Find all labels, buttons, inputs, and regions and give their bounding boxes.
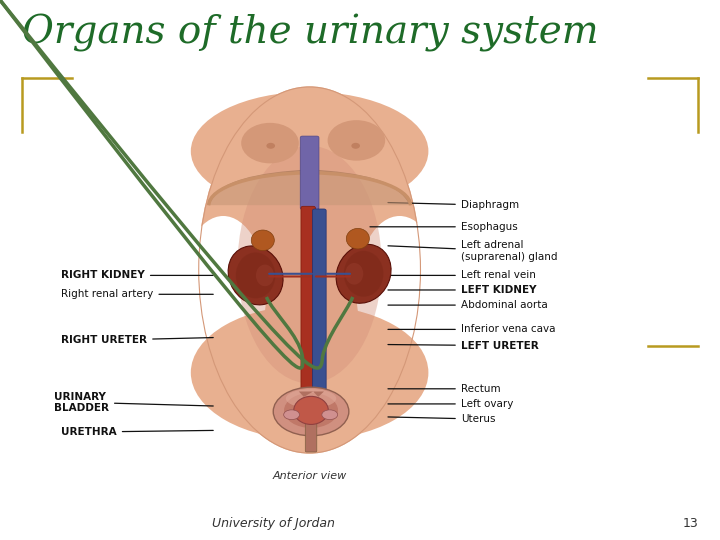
Text: Rectum: Rectum <box>388 384 500 394</box>
Ellipse shape <box>198 86 421 454</box>
Ellipse shape <box>191 92 428 211</box>
Ellipse shape <box>266 143 275 149</box>
Ellipse shape <box>346 228 369 249</box>
Text: Organs of the urinary system: Organs of the urinary system <box>22 14 598 51</box>
Ellipse shape <box>322 410 338 420</box>
Text: URINARY
BLADDER: URINARY BLADDER <box>54 392 213 413</box>
Ellipse shape <box>191 305 428 440</box>
Text: 13: 13 <box>683 517 698 530</box>
FancyBboxPatch shape <box>300 136 319 210</box>
Text: Left ovary: Left ovary <box>388 399 513 409</box>
Ellipse shape <box>256 265 274 286</box>
Ellipse shape <box>294 396 328 424</box>
Text: Right renal artery: Right renal artery <box>61 289 213 299</box>
Text: URETHRA: URETHRA <box>61 427 213 437</box>
Ellipse shape <box>241 123 299 163</box>
Polygon shape <box>313 392 324 397</box>
Ellipse shape <box>346 263 364 285</box>
Ellipse shape <box>284 393 338 428</box>
FancyBboxPatch shape <box>312 209 326 396</box>
PathPatch shape <box>209 170 410 205</box>
Text: Esophagus: Esophagus <box>370 222 518 232</box>
Ellipse shape <box>344 251 384 297</box>
Text: Inferior vena cava: Inferior vena cava <box>388 325 555 334</box>
Ellipse shape <box>180 216 266 367</box>
Ellipse shape <box>238 146 382 383</box>
Ellipse shape <box>300 393 322 422</box>
Ellipse shape <box>274 387 349 436</box>
FancyBboxPatch shape <box>305 413 317 452</box>
FancyBboxPatch shape <box>301 206 315 396</box>
Text: RIGHT URETER: RIGHT URETER <box>61 335 213 345</box>
Ellipse shape <box>284 410 300 420</box>
Ellipse shape <box>236 252 275 298</box>
Ellipse shape <box>356 216 443 367</box>
Ellipse shape <box>336 244 391 303</box>
Polygon shape <box>299 392 313 397</box>
Ellipse shape <box>251 230 274 251</box>
Ellipse shape <box>228 246 283 305</box>
Text: Left adrenal
(suprarenal) gland: Left adrenal (suprarenal) gland <box>388 240 557 262</box>
Text: Abdominal aorta: Abdominal aorta <box>388 300 547 310</box>
Text: Left renal vein: Left renal vein <box>388 271 536 280</box>
Text: Anterior view: Anterior view <box>272 471 347 481</box>
Ellipse shape <box>286 389 336 408</box>
Text: University of Jordan: University of Jordan <box>212 517 335 530</box>
Text: Uterus: Uterus <box>388 414 495 424</box>
Text: RIGHT KIDNEY: RIGHT KIDNEY <box>61 271 213 280</box>
Ellipse shape <box>351 143 360 149</box>
Text: Diaphragm: Diaphragm <box>388 200 519 210</box>
Text: LEFT URETER: LEFT URETER <box>388 341 539 350</box>
Text: LEFT KIDNEY: LEFT KIDNEY <box>388 285 536 295</box>
Ellipse shape <box>328 120 385 160</box>
